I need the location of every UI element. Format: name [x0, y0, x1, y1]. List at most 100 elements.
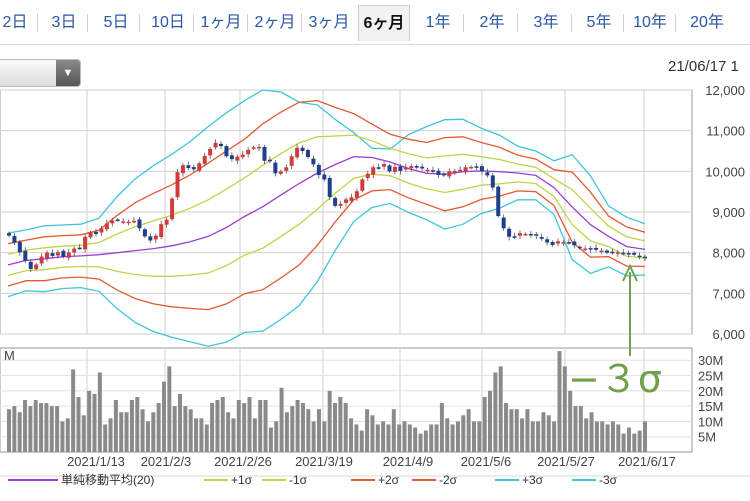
volume-bar [129, 400, 134, 452]
tab-13[interactable]: 20年 [690, 14, 724, 31]
candle-body [447, 171, 452, 177]
tab-2[interactable]: 5日 [103, 14, 129, 31]
tab-8[interactable]: 1年 [425, 14, 451, 31]
band-line-m1 [7, 173, 646, 277]
tab-separator [139, 14, 140, 32]
volume-bar [7, 409, 11, 452]
volume-bar [461, 415, 466, 452]
volume-bar [124, 412, 129, 452]
tab-3[interactable]: 10日 [151, 14, 185, 31]
candle-body [66, 252, 71, 258]
tab-4[interactable]: 1ヶ月 [200, 14, 242, 31]
volume-bar [434, 424, 439, 452]
candle-body [115, 219, 120, 222]
x-tick-label: 2021/3/19 [295, 454, 353, 469]
volume-bar [108, 418, 113, 452]
volume-bar [578, 406, 583, 452]
candle-body [414, 166, 419, 168]
volume-ytick-label: 30M [698, 353, 723, 368]
chevron-down-icon[interactable]: ▼ [56, 60, 80, 86]
candle-body [594, 247, 599, 250]
candle-body [626, 252, 631, 255]
volume-bar [584, 418, 589, 452]
candle-body [496, 186, 501, 217]
volume-bar [498, 366, 503, 452]
candle-body [175, 172, 180, 198]
volume-bar [81, 415, 86, 452]
volume-bar [199, 418, 204, 452]
tab-1[interactable]: 3日 [51, 14, 77, 31]
tab-10[interactable]: 3年 [533, 14, 559, 31]
volume-bar [471, 421, 476, 452]
volume-bar [450, 424, 455, 452]
volume-bar [552, 421, 557, 452]
candle-body [305, 150, 310, 158]
chart-type-dropdown[interactable]: ▼ [0, 59, 81, 87]
candle-body [191, 167, 196, 170]
band-line-p3 [7, 89, 646, 234]
volume-bar [343, 403, 348, 452]
candle-body [322, 174, 327, 180]
tab-9[interactable]: 2年 [479, 14, 505, 31]
volume-bar [546, 415, 551, 452]
price-ytick-label: 7,000 [712, 286, 745, 301]
volume-ytick-label: 5M [698, 430, 716, 445]
period-tabs: 2日 3日 5日 10日 1ヶ月 2ヶ月 3ヶ月 6ヶ月 1年 2年 3年 5年 10年 20年 [0, 0, 750, 45]
volume-bar [520, 418, 525, 452]
candle-body [77, 247, 82, 250]
candle-body [507, 228, 512, 237]
tab-5[interactable]: 2ヶ月 [254, 14, 296, 31]
candle-body [202, 155, 207, 164]
candle-body [148, 236, 153, 241]
candle-body [403, 167, 408, 170]
tab-6[interactable]: 3ヶ月 [308, 14, 350, 31]
legend-label: -3σ [599, 473, 618, 487]
volume-bar [370, 415, 375, 452]
volume-bar [509, 409, 514, 452]
tab-separator [193, 14, 194, 32]
candle-body [409, 166, 414, 169]
volume-bar [39, 403, 44, 452]
price-ytick-label: 11,000 [706, 124, 745, 139]
candle-body [235, 156, 240, 161]
tab-12[interactable]: 10年 [633, 14, 667, 31]
volume-bar [279, 387, 284, 452]
candle-body [556, 241, 561, 244]
candle-body [159, 224, 164, 238]
candle-body [458, 169, 463, 172]
candle-body [354, 191, 359, 198]
candle-body [550, 242, 555, 245]
tab-11[interactable]: 5年 [586, 14, 612, 31]
candle-body [583, 248, 588, 251]
legend-label: -1σ [289, 473, 308, 487]
volume-bar [156, 403, 161, 452]
candle-body [441, 173, 446, 176]
candle-body [545, 239, 550, 243]
volume-bar [643, 421, 647, 452]
candle-body [278, 171, 283, 174]
volume-bar [466, 409, 471, 452]
sigma-annotation: −３σ [568, 357, 662, 401]
candle-body [132, 220, 137, 223]
candle-body [7, 233, 11, 236]
volume-bar [568, 390, 573, 452]
candle-body [534, 234, 539, 236]
volume-bar [482, 396, 487, 452]
volume-bar [12, 406, 17, 452]
volume-bar [306, 409, 311, 452]
volume-bar [178, 393, 183, 452]
candle-body [262, 146, 267, 161]
volume-bar [183, 406, 188, 452]
volume-bar [375, 424, 380, 452]
volume-bar [231, 418, 236, 452]
volume-bar [113, 400, 118, 452]
tab-0[interactable]: 2日 [2, 14, 28, 31]
candle-body [45, 252, 50, 258]
tab-7[interactable]: 6ヶ月 [358, 5, 410, 41]
candle-body [566, 242, 571, 244]
volume-bar [140, 409, 145, 452]
tab-separator [517, 14, 518, 32]
candle-body [224, 146, 229, 157]
candle-body [23, 250, 28, 261]
candle-body [61, 250, 66, 257]
